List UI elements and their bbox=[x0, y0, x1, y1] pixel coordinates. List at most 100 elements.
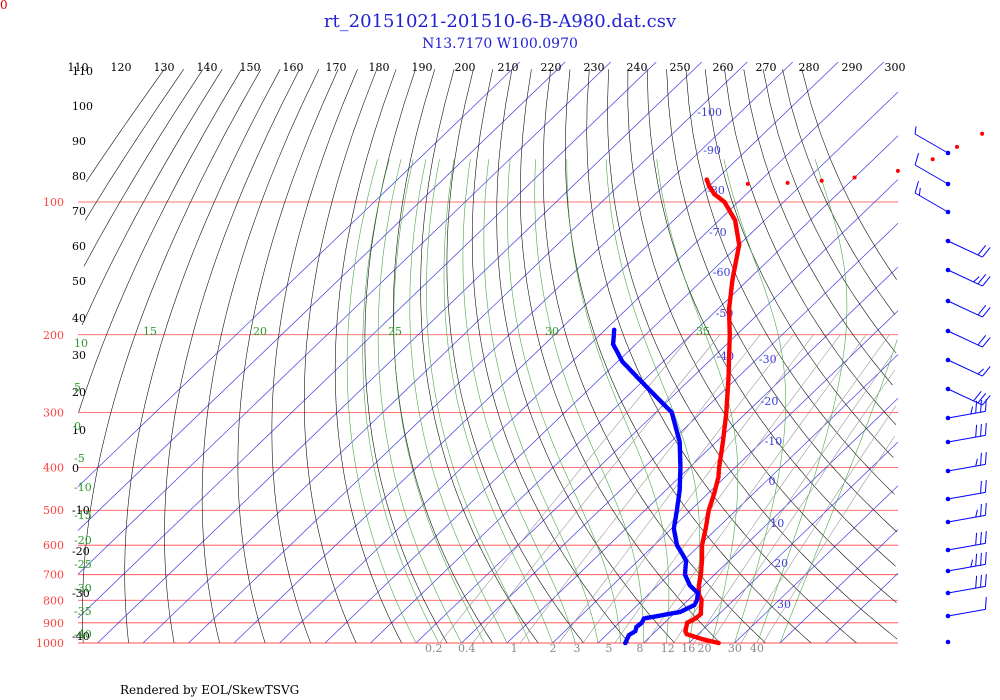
wind-barb-staff bbox=[947, 514, 986, 523]
wind-barb-staff bbox=[947, 585, 986, 594]
dry-adiabat-line bbox=[666, 69, 898, 533]
theta-top-label: 140 bbox=[197, 61, 218, 74]
wind-barb-flag bbox=[984, 574, 987, 587]
wind-barb-flag bbox=[980, 552, 982, 566]
moist-adiabat-line bbox=[566, 159, 670, 643]
theta-top-label: 210 bbox=[498, 61, 519, 74]
moist-adiabat-line bbox=[723, 159, 787, 644]
mixing-ratio-label: 1 bbox=[511, 642, 518, 655]
wind-barb-staff bbox=[947, 563, 986, 572]
wind-barb-flag bbox=[973, 276, 980, 283]
wind-barb-flag bbox=[975, 458, 978, 467]
theta-top-label: 260 bbox=[713, 61, 734, 74]
wind-barb bbox=[945, 574, 987, 596]
wind-barb bbox=[945, 480, 987, 502]
isobar-label: 400 bbox=[43, 462, 64, 475]
moist-adiabat-line bbox=[377, 159, 462, 644]
series-dewpoint bbox=[610, 327, 701, 646]
wind-barb-staff bbox=[947, 491, 986, 500]
dry-adiabat-line bbox=[81, 69, 223, 326]
wind-barb bbox=[945, 452, 987, 474]
mixing-ratio-label: 16 bbox=[681, 642, 695, 655]
dry-adiabat-line bbox=[801, 69, 897, 280]
wind-barb bbox=[945, 328, 991, 348]
wind-barb-staff bbox=[947, 240, 983, 258]
moist-adiabat-label: 20 bbox=[253, 325, 267, 338]
moist-adiabat-left-label: 0 bbox=[74, 420, 81, 433]
dry-adiabat-line bbox=[607, 69, 898, 640]
wind-barb-flag bbox=[980, 423, 982, 437]
dry-adiabat-line bbox=[420, 69, 539, 644]
wind-barb-flag bbox=[984, 399, 987, 412]
isotherm-line bbox=[279, 61, 884, 644]
wind-barb-flag bbox=[982, 307, 991, 318]
mixing-ratio-label: 0.4 bbox=[458, 642, 476, 655]
wind-barb-flag bbox=[975, 553, 978, 567]
moist-adiabat-left-label: -5 bbox=[74, 452, 85, 465]
wind-barb-flag bbox=[975, 424, 978, 438]
isobar-label: 100 bbox=[43, 196, 64, 209]
dry-adiabat-line bbox=[334, 69, 402, 644]
isotherm-label: -10 bbox=[765, 435, 783, 448]
theta-top-label: 230 bbox=[584, 61, 605, 74]
wind-barb bbox=[945, 386, 991, 406]
dry-adiabat-line bbox=[471, 69, 630, 644]
theta-left-label: 100 bbox=[72, 100, 93, 113]
moist-adiabat-left-label: -20 bbox=[74, 534, 92, 547]
theta-top-label: 180 bbox=[369, 61, 390, 74]
isobar-label: 900 bbox=[43, 617, 64, 630]
series-temperature bbox=[683, 177, 742, 646]
wind-barb-staff bbox=[947, 434, 986, 443]
dry-adiabat-line bbox=[762, 69, 897, 354]
wind-barb-flag bbox=[975, 575, 978, 589]
theta-top-label: 300 bbox=[885, 61, 906, 74]
wind-barb-flag bbox=[975, 400, 978, 414]
isotherm-line bbox=[734, 485, 899, 644]
wind-barb-flag bbox=[977, 393, 987, 404]
wind-barb bbox=[945, 399, 987, 421]
wind-barb-flag bbox=[984, 503, 987, 516]
mixing-ratio-label: 12 bbox=[661, 642, 675, 655]
theta-top-label: 170 bbox=[326, 61, 347, 74]
wind-barb bbox=[945, 503, 987, 525]
wind-barb-flag bbox=[984, 552, 987, 565]
wind-barb-staff bbox=[947, 542, 986, 551]
dry-adiabat-line bbox=[85, 69, 165, 182]
theta-top-label: 220 bbox=[541, 61, 562, 74]
moist-adiabat-line bbox=[393, 159, 485, 644]
wind-barb-flag bbox=[982, 366, 991, 377]
dry-adiabat-line bbox=[627, 69, 897, 603]
dry-adiabat-line bbox=[496, 69, 675, 644]
isotherm-line bbox=[77, 61, 520, 488]
wind-barb-flag bbox=[980, 531, 982, 545]
upper-temperature-point bbox=[819, 178, 824, 183]
wind-barb-staff bbox=[947, 300, 983, 318]
moist-adiabat-label: 25 bbox=[388, 325, 402, 338]
mixing-ratio-line bbox=[693, 352, 894, 644]
wind-barbs-layer bbox=[914, 126, 991, 645]
moist-adiabat-line bbox=[462, 159, 576, 644]
wind-barb-flag bbox=[970, 406, 974, 415]
wind-barb-flag bbox=[980, 452, 982, 466]
isotherm-line bbox=[779, 529, 899, 644]
theta-left-label: -40 bbox=[72, 630, 90, 643]
wind-barb-flag bbox=[980, 574, 982, 588]
wind-barb-flag bbox=[977, 368, 984, 375]
chart-title: rt_20151021-201510-6-B-A980.dat.csv bbox=[323, 11, 677, 32]
dry-adiabat-line bbox=[782, 69, 896, 315]
moist-adiabat-line bbox=[362, 159, 440, 644]
wind-barb bbox=[945, 267, 991, 287]
wind-barb-flag bbox=[984, 452, 987, 465]
isotherm-label: -30 bbox=[759, 353, 777, 366]
moist-adiabat-line bbox=[656, 159, 739, 644]
mixing-ratio-label: 0.2 bbox=[425, 642, 443, 655]
isobar-label: 300 bbox=[43, 406, 64, 419]
wind-barb-staff bbox=[947, 359, 983, 377]
mixing-ratio-label: 5 bbox=[605, 642, 612, 655]
temperature-point bbox=[704, 177, 710, 182]
mixing-ratio-label: 30 bbox=[728, 642, 742, 655]
upper-temperature-point bbox=[745, 181, 750, 186]
dry-adiabat-line bbox=[743, 69, 893, 386]
wind-barb-flag bbox=[984, 531, 987, 544]
